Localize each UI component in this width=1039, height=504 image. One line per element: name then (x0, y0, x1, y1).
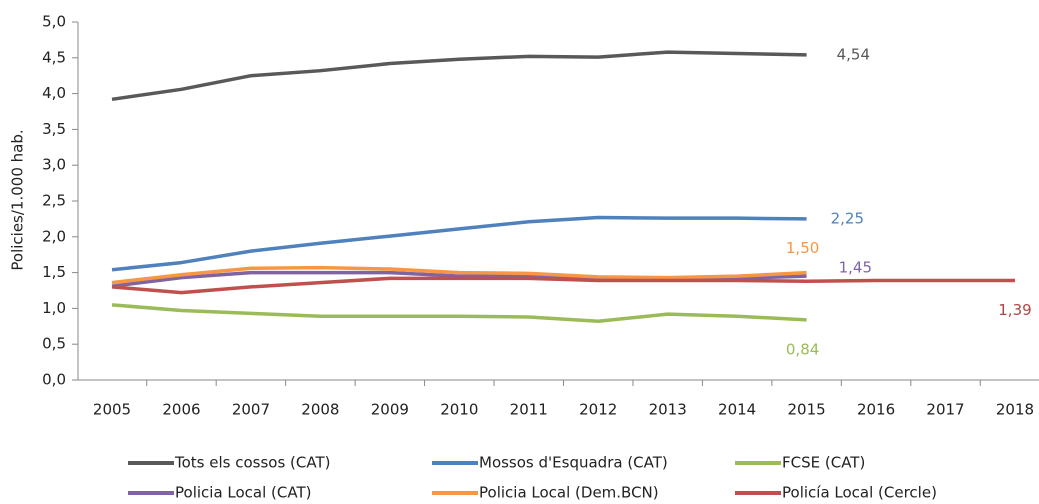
legend-label: Policía Local (Cercle) (782, 484, 937, 502)
y-axis-label: Policies/1.000 hab. (9, 129, 27, 270)
x-tick-label: 2017 (926, 401, 964, 419)
value-label: 1,45 (839, 259, 872, 277)
y-tick-label: 3,5 (42, 120, 66, 138)
value-label: 0,84 (786, 340, 819, 358)
x-tick-label: 2010 (440, 401, 478, 419)
y-tick-label: 4,0 (42, 84, 66, 102)
legend-label: Mossos d'Esquadra (CAT) (479, 454, 668, 472)
x-tick-label: 2014 (718, 401, 756, 419)
series-line (111, 276, 1015, 295)
y-tick-label: 1,0 (42, 299, 66, 317)
x-tick-label: 2008 (301, 401, 339, 419)
value-label: 1,50 (786, 239, 819, 257)
x-tick-label: 2013 (649, 401, 687, 419)
x-tick-label: 2011 (510, 401, 548, 419)
legend-label: Tots els cossos (CAT) (174, 454, 331, 472)
x-tick-label: 2006 (162, 401, 200, 419)
y-tick-label: 2,0 (42, 227, 66, 245)
y-tick-label: 5,0 (42, 13, 66, 31)
value-label: 2,25 (831, 209, 864, 227)
x-tick-label: 2009 (371, 401, 409, 419)
series-line (111, 303, 807, 324)
series-line (111, 265, 807, 285)
legend-label: Policia Local (CAT) (175, 484, 311, 502)
y-tick-label: 3,0 (42, 156, 66, 174)
y-tick-label: 0,0 (42, 371, 66, 389)
y-tick-label: 1,5 (42, 263, 66, 281)
legend-label: FCSE (CAT) (782, 454, 865, 472)
y-tick-label: 4,5 (42, 48, 66, 66)
y-tick-label: 0,5 (42, 335, 66, 353)
x-tick-label: 2007 (232, 401, 270, 419)
value-label: 1,39 (998, 301, 1031, 319)
legend-label: Policia Local (Dem.BCN) (479, 484, 659, 502)
series-line (111, 215, 807, 272)
x-tick-label: 2018 (996, 401, 1034, 419)
x-tick-label: 2005 (93, 401, 131, 419)
value-label: 4,54 (837, 45, 870, 63)
series-line (111, 50, 807, 102)
y-tick-label: 2,5 (42, 192, 66, 210)
x-tick-label: 2015 (788, 401, 826, 419)
x-tick-label: 2016 (857, 401, 895, 419)
x-tick-label: 2012 (579, 401, 617, 419)
